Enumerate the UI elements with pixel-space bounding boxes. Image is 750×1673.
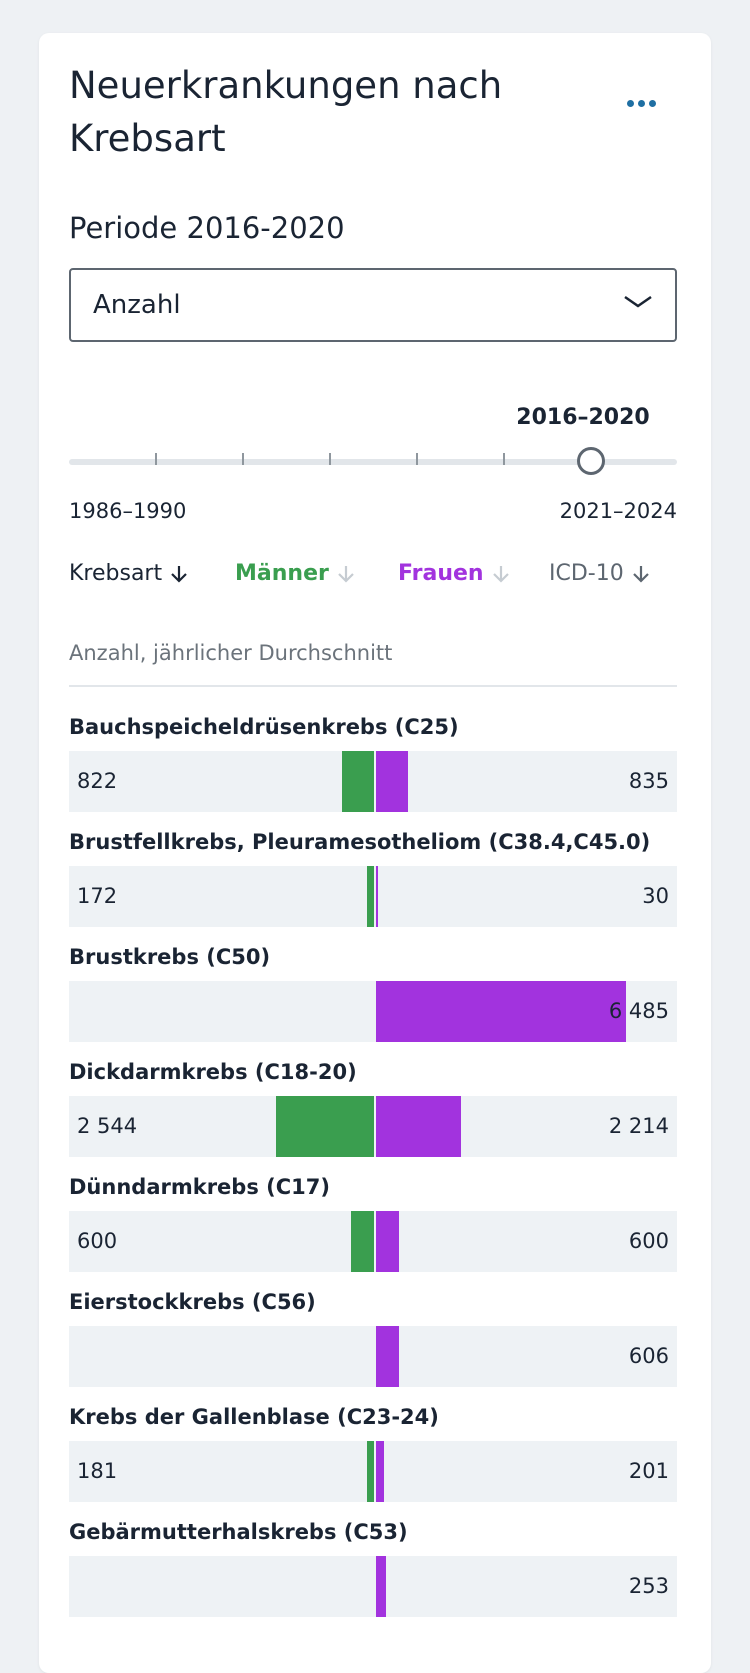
slider-tick xyxy=(155,453,157,465)
bar-maenner xyxy=(367,866,374,927)
value-label-frauen: 2 214 xyxy=(608,1114,669,1138)
bar-frauen xyxy=(376,1556,386,1617)
bar-maenner xyxy=(367,1441,374,1502)
sort-header-row: Krebsart Männer Frauen ICD-10 xyxy=(69,561,677,601)
chart-row: Eierstockkrebs (C56) 606 xyxy=(69,1280,677,1390)
value-label-maenner: 172 xyxy=(77,884,118,908)
value-label-frauen: 30 xyxy=(642,884,669,908)
bar-frauen xyxy=(376,1096,462,1157)
sort-maenner-label: Männer xyxy=(235,561,329,586)
slider-thumb[interactable] xyxy=(577,447,605,475)
arrow-down-icon xyxy=(492,565,509,583)
sort-frauen-label: Frauen xyxy=(398,561,484,586)
value-label-maenner: 822 xyxy=(77,769,118,793)
divider xyxy=(69,685,677,687)
bar-maenner xyxy=(350,1211,374,1272)
slider-track[interactable] xyxy=(69,459,677,465)
bar-track[interactable]: 606 xyxy=(69,1326,677,1387)
category-label: Krebs der Gallenblase (C23-24) xyxy=(69,1405,439,1429)
bar-track[interactable]: 172 30 xyxy=(69,866,677,927)
sort-maenner-button[interactable]: Männer xyxy=(235,561,357,586)
bar-frauen xyxy=(376,751,409,812)
arrow-down-icon xyxy=(171,565,187,583)
bar-track[interactable]: 822 835 xyxy=(69,751,677,812)
chart-subtitle: Periode 2016-2020 xyxy=(69,211,345,245)
slider-tick xyxy=(503,453,505,465)
bar-frauen xyxy=(376,981,626,1042)
slider-tick xyxy=(416,453,418,465)
value-label-frauen: 6 485 xyxy=(608,999,669,1023)
bar-maenner xyxy=(342,751,374,812)
more-dot xyxy=(648,99,656,107)
category-label: Bauchspeicheldrüsenkrebs (C25) xyxy=(69,715,459,739)
chart-row: Dickdarmkrebs (C18-20) 2 544 2 214 xyxy=(69,1050,677,1160)
arrow-down-icon xyxy=(632,565,649,583)
arrow-down-icon xyxy=(338,565,354,583)
value-label-frauen: 253 xyxy=(628,1574,669,1598)
bar-track[interactable]: 181 201 xyxy=(69,1441,677,1502)
more-horizontal-icon xyxy=(626,99,634,107)
sort-frauen-button[interactable]: Frauen xyxy=(398,561,512,586)
slider-tick xyxy=(242,453,244,465)
chart-row: Brustfellkrebs, Pleuramesotheliom (C38.4… xyxy=(69,820,677,930)
chart-row: Dünndarmkrebs (C17) 600 600 xyxy=(69,1165,677,1275)
bar-frauen xyxy=(376,866,378,927)
sort-icd-button[interactable]: ICD-10 xyxy=(549,561,652,586)
category-label: Eierstockkrebs (C56) xyxy=(69,1290,316,1314)
chevron-down-icon xyxy=(624,295,652,308)
category-label: Brustfellkrebs, Pleuramesotheliom (C38.4… xyxy=(69,830,651,854)
slider-current-label: 2016–2020 xyxy=(516,405,650,430)
value-label-frauen: 600 xyxy=(628,1229,669,1253)
period-slider[interactable]: 2016–2020 1986–1990 2021–2024 xyxy=(69,393,677,523)
sort-icd-label: ICD-10 xyxy=(549,561,624,586)
chart-title: Neuerkrankungen nach Krebsart xyxy=(69,64,503,160)
category-label: Dickdarmkrebs (C18-20) xyxy=(69,1060,357,1084)
category-label: Gebärmutterhalskrebs (C53) xyxy=(69,1520,408,1544)
sort-krebsart-label: Krebsart xyxy=(69,561,163,586)
sort-krebsart-button[interactable]: Krebsart xyxy=(69,561,190,586)
value-label-maenner: 181 xyxy=(77,1459,118,1483)
unit-label: Anzahl, jährlicher Durchschnitt xyxy=(69,641,393,665)
more-dot xyxy=(637,99,645,107)
bar-track[interactable]: 2 544 2 214 xyxy=(69,1096,677,1157)
bar-track[interactable]: 253 xyxy=(69,1556,677,1617)
bar-frauen xyxy=(376,1441,384,1502)
slider-max-label: 2021–2024 xyxy=(559,499,677,523)
category-label: Dünndarmkrebs (C17) xyxy=(69,1175,330,1199)
chart-row: Bauchspeicheldrüsenkrebs (C25) 822 835 xyxy=(69,705,677,815)
slider-tick xyxy=(329,453,331,465)
measure-select[interactable]: Anzahl xyxy=(69,268,677,342)
value-label-frauen: 606 xyxy=(628,1344,669,1368)
bar-frauen xyxy=(376,1211,400,1272)
chart-row: Gebärmutterhalskrebs (C53) 253 xyxy=(69,1510,677,1620)
value-label-maenner: 2 544 xyxy=(77,1114,138,1138)
chart-card: Neuerkrankungen nach Krebsart Periode 20… xyxy=(39,33,711,1673)
measure-select-value: Anzahl xyxy=(93,290,181,320)
chart-row: Brustkrebs (C50) 6 485 xyxy=(69,935,677,1045)
chart-row: Krebs der Gallenblase (C23-24) 181 201 xyxy=(69,1395,677,1505)
value-label-frauen: 835 xyxy=(628,769,669,793)
more-options-button[interactable] xyxy=(621,91,661,115)
bar-frauen xyxy=(376,1326,400,1387)
value-label-frauen: 201 xyxy=(628,1459,669,1483)
bar-track[interactable]: 600 600 xyxy=(69,1211,677,1272)
category-label: Brustkrebs (C50) xyxy=(69,945,271,969)
slider-min-label: 1986–1990 xyxy=(69,499,187,523)
bar-track[interactable]: 6 485 xyxy=(69,981,677,1042)
value-label-maenner: 600 xyxy=(77,1229,118,1253)
bar-maenner xyxy=(275,1096,374,1157)
